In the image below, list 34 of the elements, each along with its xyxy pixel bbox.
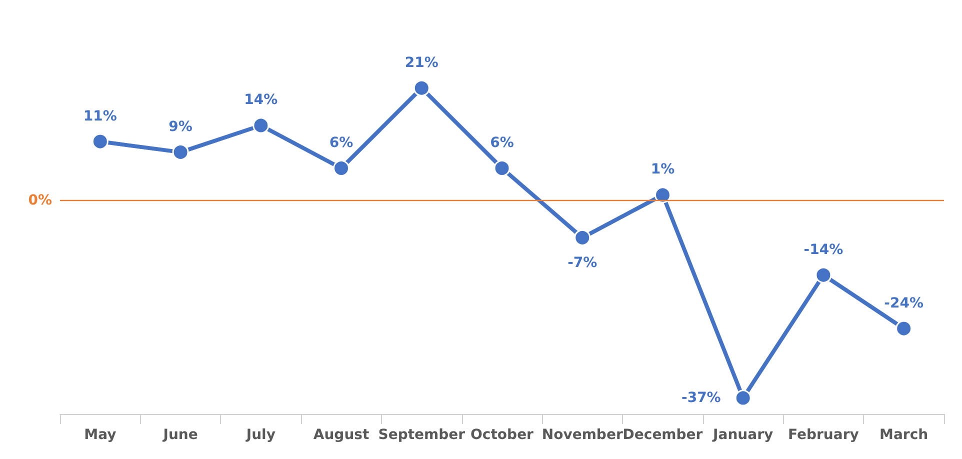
- ref-line-label: 0%: [28, 192, 52, 208]
- data-label: -14%: [804, 242, 844, 258]
- point: [413, 80, 430, 96]
- point: [654, 186, 671, 204]
- data-label: 14%: [244, 92, 278, 108]
- data-label: -7%: [568, 254, 598, 271]
- data-label: 6%: [490, 134, 514, 151]
- x-tick-label: January: [712, 427, 774, 443]
- data-label: 9%: [168, 118, 192, 135]
- data-label: -24%: [884, 295, 924, 312]
- data-label: 6%: [329, 134, 354, 151]
- data-label: 1%: [650, 162, 675, 178]
- data-label: 11%: [83, 108, 117, 124]
- x-tick-label: May: [84, 427, 116, 443]
- data-label: 21%: [404, 54, 438, 71]
- point: [494, 160, 510, 176]
- x-tick-label: November: [542, 427, 623, 443]
- point: [574, 229, 591, 246]
- point: [172, 144, 189, 160]
- point: [252, 117, 270, 134]
- point: [333, 160, 350, 176]
- x-tick-label: September: [378, 427, 466, 443]
- data-label: -37%: [682, 390, 721, 406]
- point: [92, 133, 108, 150]
- x-tick-label: August: [313, 427, 370, 443]
- x-tick-label: December: [622, 427, 703, 443]
- point: [734, 390, 752, 406]
- point: [896, 320, 912, 337]
- point: [815, 266, 832, 284]
- x-tick-label: June: [162, 427, 198, 443]
- x-tick-label: March: [880, 427, 928, 443]
- x-tick-label: February: [788, 427, 859, 443]
- x-tick-label: July: [245, 427, 276, 443]
- x-tick-label: October: [470, 427, 534, 443]
